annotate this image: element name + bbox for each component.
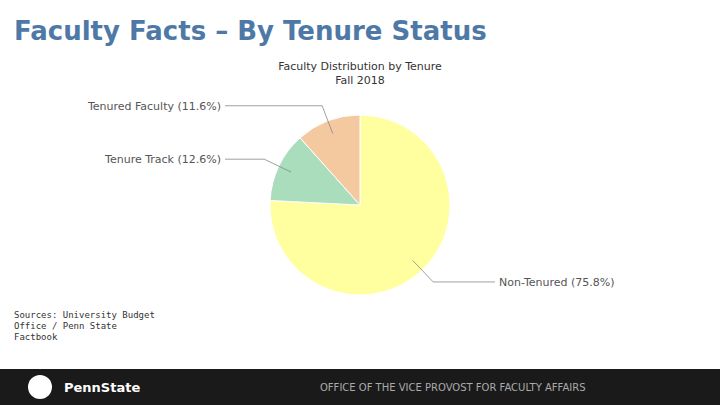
footer-text: OFFICE OF THE VICE PROVOST FOR FACULTY A… xyxy=(320,382,586,393)
logo-circle xyxy=(28,375,52,399)
data-label: Non-Tenured (75.8%) xyxy=(499,276,615,289)
pie-slice xyxy=(300,115,360,205)
data-label: Tenure Track (12.6%) xyxy=(104,153,221,166)
title: Faculty Facts – By Tenure Status xyxy=(14,16,487,46)
footer-brand: PennState xyxy=(64,380,140,395)
leader-line xyxy=(225,106,333,134)
leader-line xyxy=(225,159,291,172)
source-note-line: Office / Penn State xyxy=(14,321,117,331)
pie xyxy=(270,115,450,295)
data-label: Tenured Faculty (11.6%) xyxy=(87,100,221,113)
background xyxy=(0,0,720,405)
footer-bar xyxy=(0,369,720,405)
subtitle: Faculty Distribution by Tenure xyxy=(278,60,442,73)
source-note-line: Sources: University Budget xyxy=(14,310,155,320)
data-labels: Non-Tenured (75.8%) Tenure Track (12.6%) T… xyxy=(87,100,615,289)
chart: Faculty Facts – By Tenure Status Faculty … xyxy=(0,0,720,405)
source-note: Sources: University BudgetOffice / Penn … xyxy=(14,310,155,342)
pie-slice xyxy=(270,115,450,295)
leader-line xyxy=(413,260,495,282)
source-note-line: Factbook xyxy=(14,332,58,342)
subtitle: Fall 2018 xyxy=(335,74,385,87)
